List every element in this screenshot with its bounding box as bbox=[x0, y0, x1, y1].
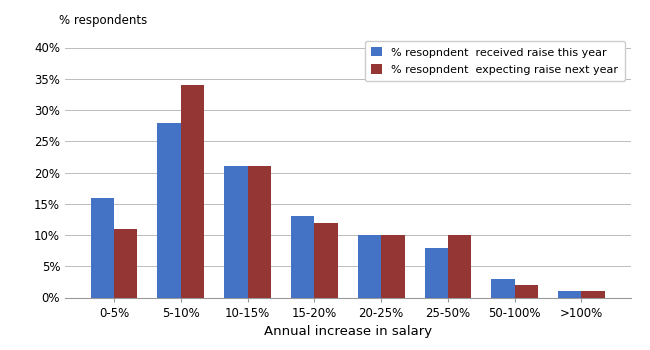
Bar bbox=[448, 235, 471, 298]
Bar bbox=[491, 279, 515, 298]
Bar bbox=[582, 291, 604, 298]
Bar bbox=[558, 291, 582, 298]
Bar bbox=[181, 85, 204, 298]
Bar bbox=[291, 216, 315, 298]
Bar bbox=[157, 122, 181, 298]
Bar bbox=[224, 166, 248, 298]
Bar bbox=[424, 247, 448, 298]
Bar bbox=[114, 229, 137, 298]
Bar bbox=[248, 166, 271, 298]
Bar bbox=[358, 235, 381, 298]
X-axis label: Annual increase in salary: Annual increase in salary bbox=[264, 325, 432, 338]
Bar bbox=[515, 285, 538, 298]
Text: % respondents: % respondents bbox=[59, 14, 148, 27]
Bar bbox=[315, 223, 338, 298]
Bar bbox=[91, 197, 114, 298]
Bar bbox=[381, 235, 404, 298]
Legend: % resopndent  received raise this year, % resopndent  expecting raise next year: % resopndent received raise this year, %… bbox=[365, 41, 625, 82]
